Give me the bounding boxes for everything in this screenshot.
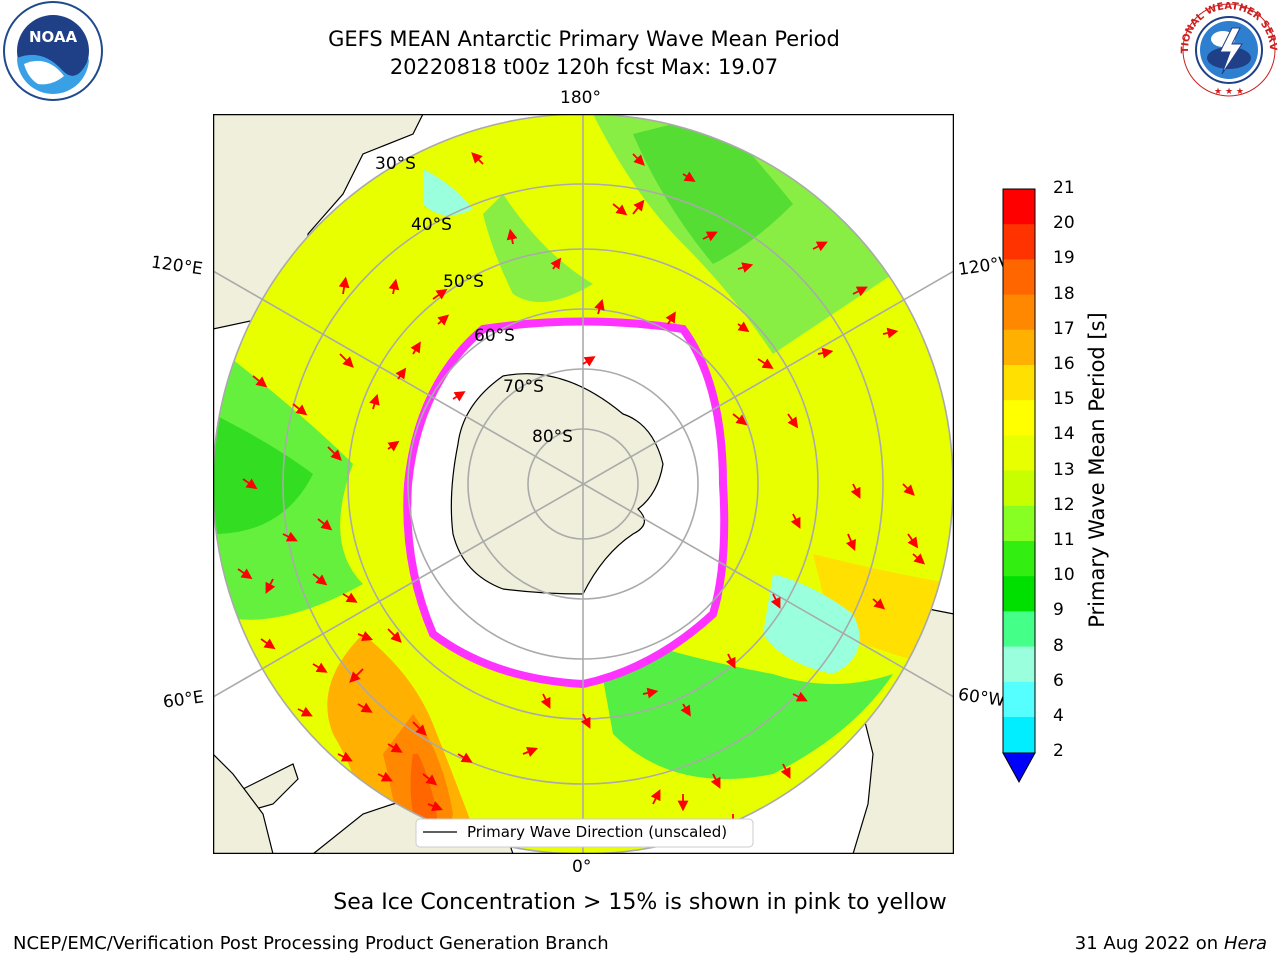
colorbar-tick-label: 15 [1053, 389, 1075, 410]
colorbar-segment [1003, 717, 1035, 753]
colorbar-segment [1003, 646, 1035, 683]
colorbar-tick-label: 4 [1053, 706, 1064, 726]
lon-label-180: 180° [560, 88, 601, 108]
colorbar-segment [1003, 505, 1035, 542]
nws-logo: NATIONAL WEATHER SERVICE ★ ★ ★ [1180, 2, 1278, 97]
lon-label-60e: 60°E [161, 687, 206, 713]
lon-label-120e: 120°E [149, 252, 204, 280]
colorbar-tick-label: 10 [1053, 565, 1075, 586]
footer-credit: NCEP/EMC/Verification Post Processing Pr… [13, 933, 609, 954]
lat-label-40s: 40°S [411, 215, 452, 235]
colorbar-tick-label: 21 [1053, 178, 1075, 198]
colorbar-segment [1003, 681, 1035, 718]
colorbar-segment [1003, 576, 1035, 612]
colorbar-segment [1003, 294, 1035, 331]
lon-label-0: 0° [572, 857, 592, 877]
colorbar-segment [1003, 259, 1035, 296]
lat-label-80s: 80°S [532, 427, 573, 447]
colorbar-tick-label: 8 [1053, 635, 1064, 656]
colorbar-tick-label: 6 [1053, 670, 1064, 691]
colorbar-segment [1003, 470, 1035, 507]
lat-label-70s: 70°S [503, 377, 544, 397]
colorbar-tick-label: 20 [1053, 213, 1075, 234]
colorbar-tick-label: 18 [1053, 283, 1075, 304]
footer-date-text: 31 Aug 2022 on [1074, 933, 1219, 954]
colorbar-tick-label: 9 [1053, 600, 1064, 621]
footer-date: 31 Aug 2022 on Hera [1075, 933, 1267, 954]
colorbar-tick-label: 11 [1053, 530, 1075, 550]
lat-label-60s: 60°S [474, 326, 515, 346]
wave-direction-arrows [237, 152, 926, 832]
colorbar-tick-label: 17 [1053, 318, 1075, 339]
colorbar-label: Primary Wave Mean Period [s] [1085, 312, 1109, 628]
colorbar-segment [1003, 400, 1035, 436]
colorbar-segment [1003, 611, 1035, 648]
colorbar-segment [1003, 224, 1035, 260]
colorbar-tick-label: 12 [1053, 494, 1075, 515]
antarctica-land [450, 373, 664, 595]
colorbar-segment [1003, 435, 1035, 472]
chart-subtitle: 20220818 t00z 120h fcst Max: 19.07 [389, 55, 779, 79]
colorbar-tick-label: 16 [1053, 354, 1075, 374]
colorbar-tick-label: 2 [1053, 741, 1064, 762]
footer-host: Hera [1223, 933, 1267, 954]
lat-label-50s: 50°S [443, 272, 484, 292]
colorbar-tick-label: 13 [1053, 459, 1075, 480]
colorbar-segment [1003, 189, 1035, 225]
svg-text:★ ★ ★: ★ ★ ★ [1214, 87, 1244, 97]
map-legend [415, 818, 754, 848]
colorbar-tick-label: 19 [1053, 248, 1075, 269]
sea-ice-note: Sea Ice Concentration > 15% is shown in … [333, 890, 947, 915]
chart-title: GEFS MEAN Antarctic Primary Wave Mean Pe… [328, 27, 840, 51]
polar-map: 30°S 40°S 50°S 60°S 70°S 80°S [213, 114, 954, 854]
colorbar-segment [1003, 329, 1035, 366]
colorbar [1002, 188, 1036, 784]
legend-label: Primary Wave Direction (unscaled) [467, 823, 727, 841]
colorbar-tick-label: 14 [1053, 424, 1075, 445]
noaa-logo-text: NOAA [29, 28, 78, 46]
africa-corner-land [213, 753, 274, 854]
lon-label-60w: 60°W [956, 684, 1007, 712]
colorbar-segment [1003, 365, 1035, 401]
colorbar-segment [1003, 541, 1035, 577]
colorbar-extend-arrow [1002, 752, 1036, 784]
lat-label-30s: 30°S [375, 154, 416, 174]
noaa-logo: NOAA [3, 1, 103, 101]
